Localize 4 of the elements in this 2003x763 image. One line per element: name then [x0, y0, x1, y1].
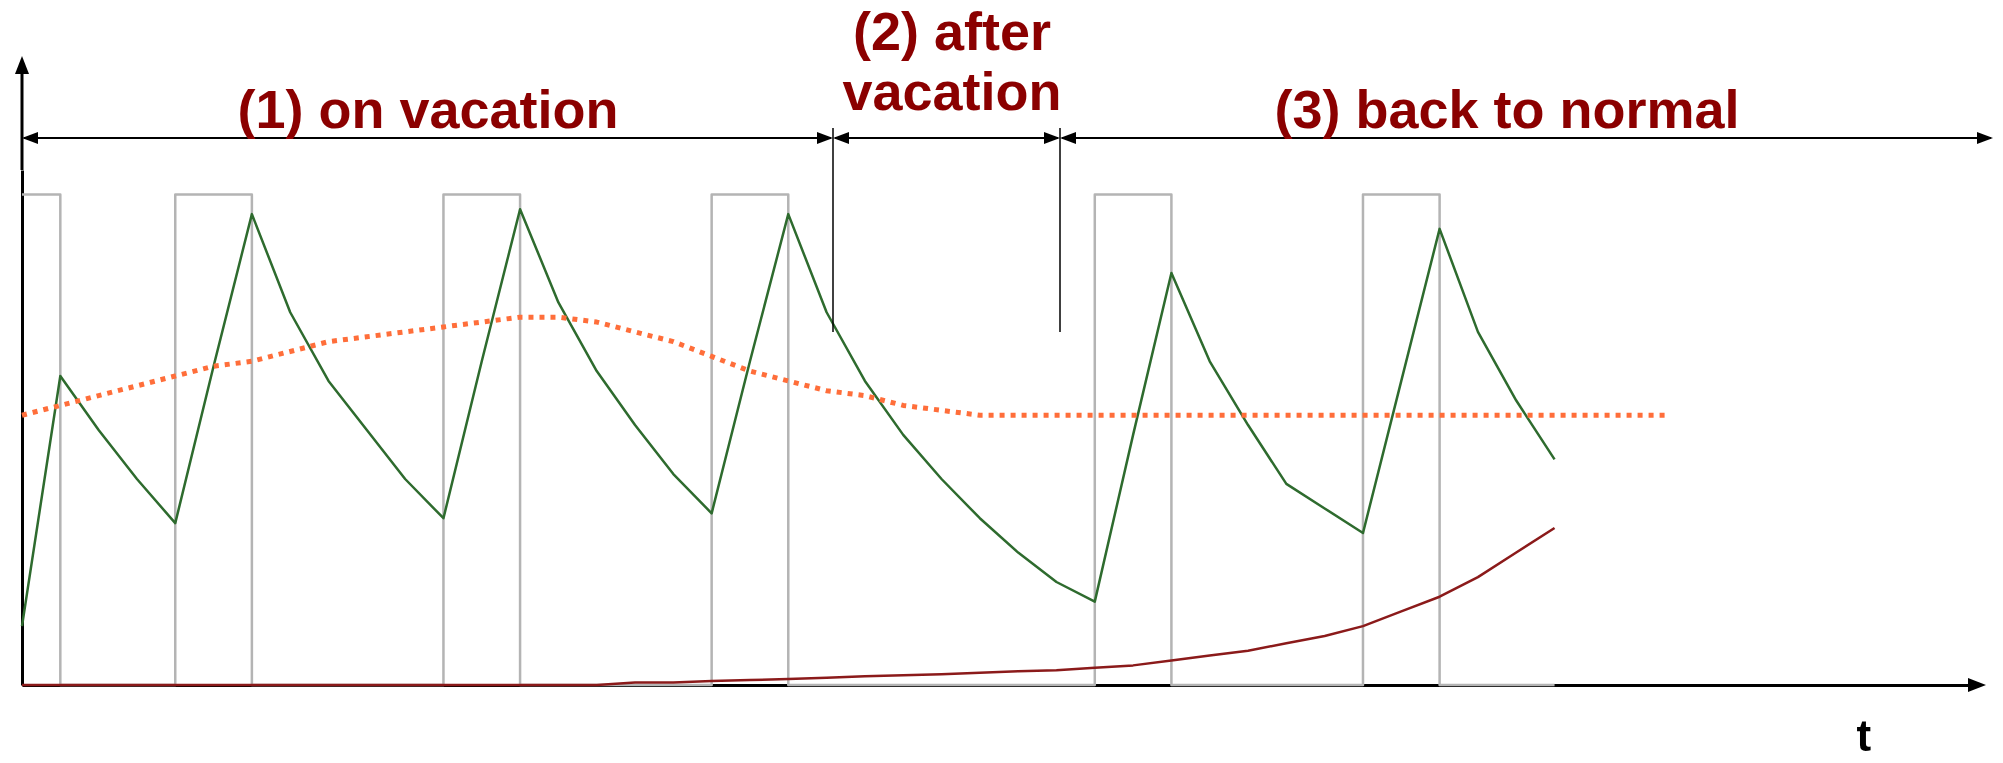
x-axis-title: t — [1856, 710, 1872, 760]
text: (3) back to normal — [1274, 79, 1740, 139]
text: (1) on vacation — [237, 79, 619, 139]
text: (2) after vacation — [842, 1, 1062, 121]
